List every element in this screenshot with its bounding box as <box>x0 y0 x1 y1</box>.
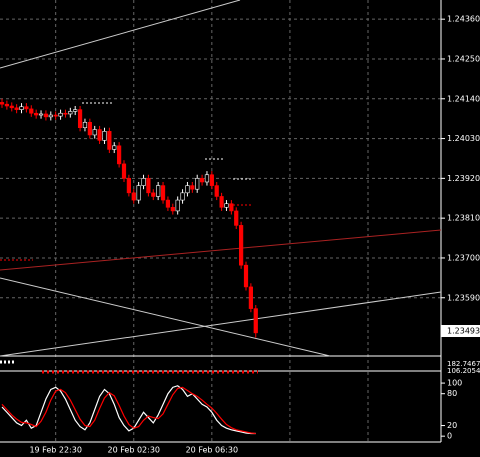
candle-body <box>141 178 146 186</box>
candle-body <box>156 185 161 197</box>
candle-body <box>87 121 92 136</box>
y-tick-label: 1.24030 <box>447 134 480 143</box>
stochastic-line <box>1 385 256 435</box>
y-tick-label: 20 <box>447 421 457 430</box>
candle-body <box>107 131 112 150</box>
candle-body <box>34 112 39 116</box>
candle-body <box>170 207 175 212</box>
candle-body <box>63 112 68 115</box>
candle-body <box>102 131 107 141</box>
trend-line <box>0 277 331 357</box>
candle-body <box>112 145 117 150</box>
x-tick-label: 20 Feb 02:30 <box>108 446 160 455</box>
candle-body <box>4 103 9 107</box>
candle-body <box>190 185 195 190</box>
price-tag-label: 1.23493 <box>447 327 480 336</box>
y-tick-label: 1.23700 <box>447 253 480 262</box>
x-tick-label: 19 Feb 22:30 <box>29 446 81 455</box>
y-tick-label: 1.24250 <box>447 54 480 63</box>
candle-body <box>0 102 5 105</box>
candle-body <box>195 178 200 190</box>
candle-body <box>82 121 88 129</box>
y-tick-label: 1.23590 <box>447 293 480 302</box>
y-tick-label: 1.24360 <box>447 15 480 24</box>
candle-body <box>146 178 151 194</box>
candle-body <box>126 178 131 194</box>
candle-body <box>68 111 73 115</box>
candle-body <box>180 192 185 201</box>
candle-body <box>253 308 258 334</box>
candle-body <box>136 185 141 201</box>
y-tick-label: 0 <box>447 432 452 441</box>
candle-body <box>58 112 63 117</box>
y-tick-label: 1.24140 <box>447 94 480 103</box>
candle-body <box>243 264 249 288</box>
candle-body <box>229 203 234 212</box>
candle-body <box>14 107 19 110</box>
candle-body <box>53 114 58 117</box>
candle-body <box>38 113 44 116</box>
candle-body <box>29 108 34 114</box>
candle-body <box>209 174 214 186</box>
y-tick-label: 100 <box>447 379 462 388</box>
x-tick-label: 20 Feb 06:30 <box>186 446 238 455</box>
stochastic-line <box>1 386 256 435</box>
candle-body <box>24 106 29 110</box>
candle-body <box>234 210 239 226</box>
candle-body <box>19 106 24 110</box>
y-tick-label: 1.23920 <box>447 174 480 183</box>
candle-body <box>9 105 14 109</box>
trend-line <box>0 291 442 357</box>
candle-body <box>239 225 244 266</box>
price-tag <box>441 325 480 337</box>
candle-body <box>97 129 102 141</box>
candle-body <box>185 185 190 194</box>
candle-body <box>121 163 127 179</box>
candle-body <box>224 203 229 208</box>
candle-body <box>204 174 210 183</box>
candle-body <box>160 185 166 201</box>
y-tick-label: 80 <box>447 389 457 398</box>
candle-body <box>92 129 97 136</box>
candle-body <box>151 192 156 197</box>
y-tick-label: 1.23810 <box>447 214 480 223</box>
candle-body <box>175 199 180 212</box>
candle-body <box>117 145 122 165</box>
candle-body <box>43 113 49 118</box>
candle-body <box>131 192 136 201</box>
candle-body <box>77 109 83 129</box>
candle-body <box>73 109 78 112</box>
indicator-label: 182.7467 <box>447 360 480 368</box>
indicator-label: 106.2054 <box>447 367 480 375</box>
trend-line <box>0 229 442 271</box>
candle-body <box>48 114 53 118</box>
candle-body <box>165 199 171 208</box>
candle-body <box>248 286 253 309</box>
candle-body <box>214 185 219 197</box>
candle-body <box>219 196 224 208</box>
trend-line <box>0 0 241 69</box>
candle-body <box>199 178 205 183</box>
